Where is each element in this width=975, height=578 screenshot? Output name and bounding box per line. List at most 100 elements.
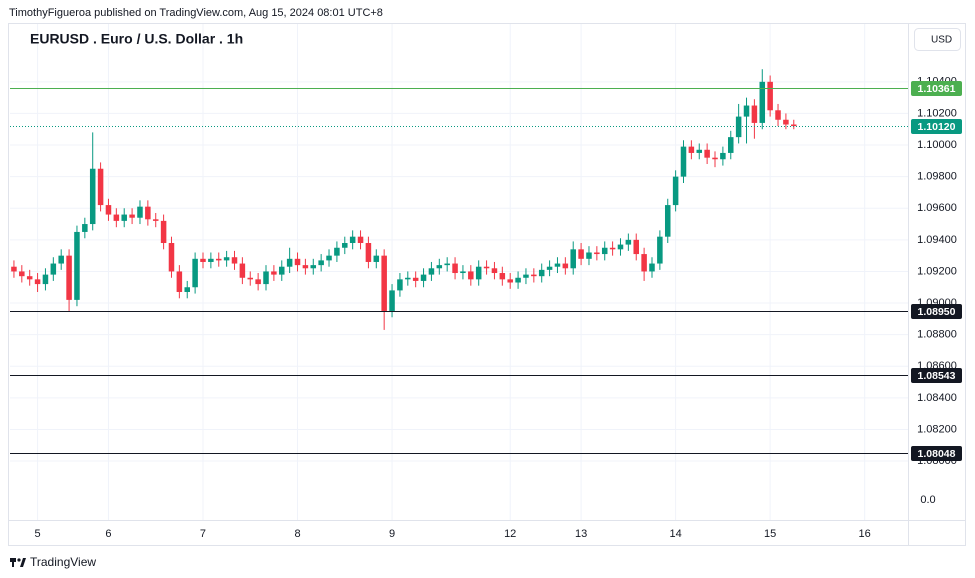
candle-body <box>342 243 348 248</box>
candle-body <box>11 266 17 272</box>
brand-logo <box>10 558 26 567</box>
level-label-box <box>911 81 962 96</box>
candle-body <box>160 220 167 244</box>
candle-body <box>286 258 293 267</box>
candle-body <box>436 265 443 269</box>
candle-body <box>279 266 285 275</box>
candle-body <box>609 247 616 250</box>
candle-body <box>381 255 387 311</box>
candle-body <box>365 243 372 262</box>
candle-body <box>735 116 742 138</box>
y-tick-label: 1.09800 <box>917 171 957 183</box>
candle-body <box>389 290 395 311</box>
candle-body <box>507 279 513 283</box>
candle-body <box>538 269 545 277</box>
candle-body <box>578 249 584 259</box>
candle-body <box>310 265 317 269</box>
publisher-line: TimothyFigueroa published on TradingView… <box>9 7 383 19</box>
candle-body <box>515 277 521 283</box>
candle-body <box>751 105 758 123</box>
y-tick-label: 1.08400 <box>917 392 957 404</box>
x-tick-label: 15 <box>764 528 776 540</box>
candle-body <box>475 266 482 280</box>
candle-body <box>791 124 797 127</box>
candle-body <box>145 206 151 220</box>
candle-body <box>255 279 261 285</box>
candle-body <box>664 205 671 237</box>
candle-body <box>523 274 529 278</box>
candle-body <box>397 279 403 291</box>
candle-body <box>767 81 773 111</box>
y-tick-label: 1.08200 <box>917 423 957 435</box>
candle-body <box>294 258 301 266</box>
level-label: 1.10120 <box>918 121 956 133</box>
candle-body <box>271 271 277 275</box>
candle-body <box>239 263 246 278</box>
candle-body <box>74 231 80 300</box>
candle-body <box>137 206 143 218</box>
currency-button[interactable] <box>914 28 961 51</box>
candle-body <box>649 263 655 272</box>
candle-body <box>444 263 450 266</box>
candle-body <box>192 258 198 288</box>
candle-body <box>129 214 135 218</box>
candle-body <box>105 205 112 215</box>
candle-body <box>50 263 57 275</box>
level-label-box <box>911 446 962 461</box>
candle-body <box>121 214 127 221</box>
candle-body <box>247 277 254 280</box>
brand: TradingView <box>30 555 96 569</box>
candle-body <box>696 149 703 153</box>
x-tick-label: 12 <box>504 528 516 540</box>
candle-body <box>783 119 789 125</box>
candle-body <box>680 146 687 177</box>
candle-body <box>349 236 356 244</box>
candle-body <box>326 255 332 261</box>
candle-body <box>531 274 537 277</box>
level-label-box <box>911 304 962 319</box>
x-tick-label: 16 <box>859 528 871 540</box>
candle-body <box>58 255 64 264</box>
candle-body <box>586 252 592 259</box>
candle-body <box>743 105 750 117</box>
candle-body <box>200 258 206 262</box>
candle-body <box>570 249 576 269</box>
candle-body <box>231 257 238 264</box>
currency-label[interactable]: USD <box>931 35 952 46</box>
candle-body <box>176 271 183 292</box>
candle-body <box>318 260 324 266</box>
candle-body <box>641 254 647 272</box>
candle-body <box>263 271 269 285</box>
candle-body <box>412 277 419 281</box>
candle-body <box>617 244 624 250</box>
x-tick-label: 8 <box>294 528 300 540</box>
level-label-box <box>911 368 962 383</box>
y-tick-label: 1.10000 <box>917 139 957 151</box>
candle-body <box>554 263 561 267</box>
candle-body <box>562 263 569 269</box>
candle-body <box>546 266 553 270</box>
y-tick-label: 1.10200 <box>917 107 957 119</box>
candle-body <box>208 258 214 262</box>
candle-body <box>405 277 411 280</box>
candle-body <box>483 266 490 269</box>
y-tick-label: 1.09200 <box>917 265 957 277</box>
candle-body <box>728 137 734 153</box>
x-tick-label: 13 <box>575 528 587 540</box>
candle-body <box>428 268 435 275</box>
candle-body <box>452 263 458 274</box>
candle-body <box>302 265 309 269</box>
candles <box>11 69 797 330</box>
candle-body <box>42 274 49 285</box>
candle-body <box>97 168 104 206</box>
candle-body <box>672 176 679 206</box>
candle-body <box>601 247 608 255</box>
x-tick-label: 9 <box>389 528 395 540</box>
level-label-box <box>911 119 962 134</box>
level-label: 1.08950 <box>918 306 956 318</box>
candle-body <box>775 110 781 120</box>
candle-body <box>625 239 632 245</box>
level-label: 1.10361 <box>918 83 956 95</box>
candle-body <box>657 236 663 264</box>
